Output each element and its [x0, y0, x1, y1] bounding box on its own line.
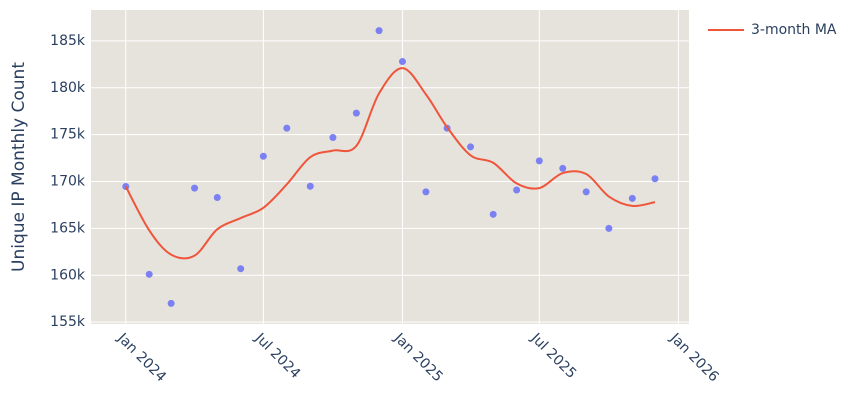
y-tick-label: 170k [50, 174, 86, 190]
y-tick-label: 180k [50, 80, 86, 96]
y-tick-label: 185k [50, 33, 86, 49]
point [283, 124, 291, 132]
point [628, 194, 636, 202]
point [605, 224, 613, 232]
y-tick-label: 160k [50, 267, 86, 283]
y-axis-title: Unique IP Monthly Count [9, 62, 29, 272]
point [237, 265, 245, 273]
point [306, 182, 314, 190]
plot-area [91, 10, 689, 324]
point [259, 152, 267, 160]
x-tick-label: Jan 2024 [113, 330, 169, 386]
point [213, 193, 221, 201]
point [398, 58, 406, 66]
point [352, 109, 360, 117]
point [167, 299, 175, 307]
point [191, 184, 199, 192]
point [513, 186, 521, 194]
point [467, 143, 475, 151]
x-tick-label: Jul 2024 [251, 330, 303, 382]
x-tick-label: Jul 2025 [527, 330, 579, 382]
point [535, 157, 543, 165]
point [489, 210, 497, 218]
x-tick-label: Jan 2026 [666, 330, 722, 386]
point [375, 27, 383, 35]
x-tick-label: Jan 2025 [390, 330, 446, 386]
point [329, 133, 337, 141]
y-tick-label: 155k [50, 314, 86, 330]
point [559, 164, 567, 172]
point [422, 188, 430, 196]
y-tick-label: 165k [50, 220, 86, 236]
point [651, 175, 659, 183]
point [145, 270, 153, 278]
point [582, 188, 590, 196]
y-tick-label: 175k [50, 127, 86, 143]
legend-label: 3-month MA [751, 22, 837, 38]
ma-line [124, 67, 656, 260]
